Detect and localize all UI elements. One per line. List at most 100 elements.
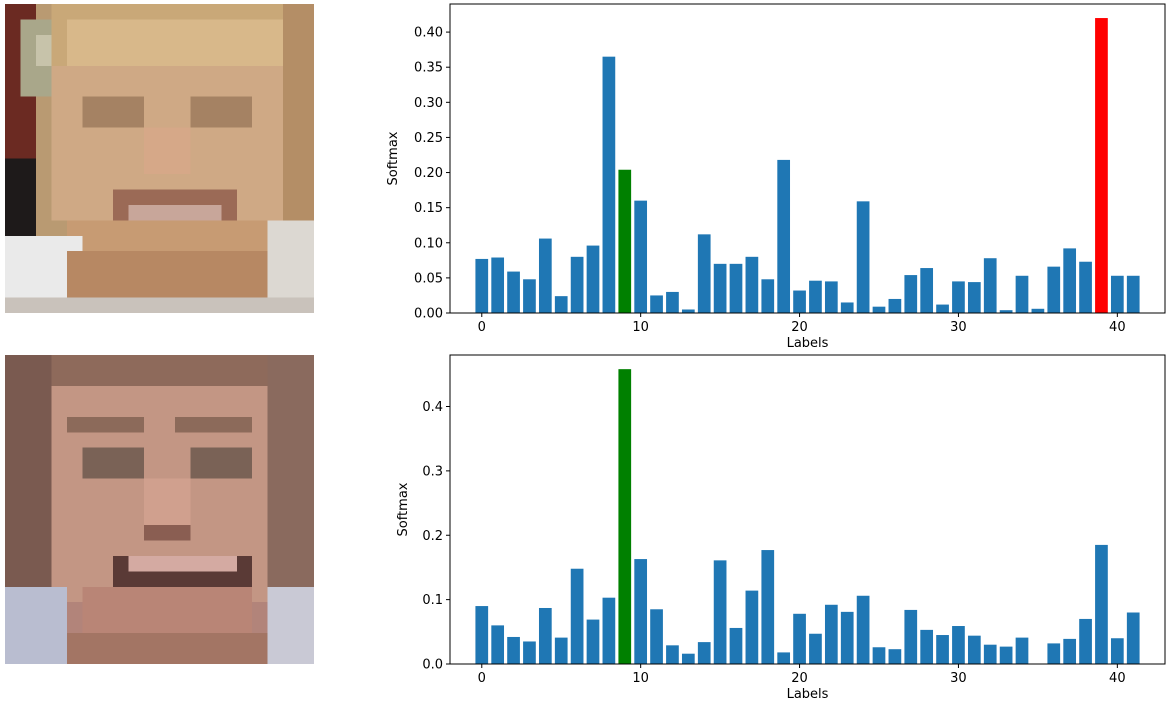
chart-2-ytick-label-2: 0.2 (422, 529, 443, 544)
chart-2-bar-32 (983, 644, 997, 664)
chart-1-bar-8 (602, 56, 616, 314)
chart-2-bar-39 (1095, 544, 1108, 664)
chart-1-ytick-label-4: 0.20 (414, 166, 443, 181)
chart-1-bar-25 (872, 306, 886, 313)
chart-2-bar-13 (681, 653, 695, 664)
chart-2-bar-1 (491, 625, 505, 665)
chart-2-bar-10 (634, 559, 648, 664)
face-image-1 (5, 4, 314, 313)
chart-2-xtick-label-20: 20 (791, 671, 808, 686)
chart-2-bar-11 (650, 609, 663, 664)
chart-1-bar-22 (824, 281, 838, 313)
chart-2-bar-20 (793, 613, 806, 664)
chart-2-bar-4 (538, 607, 552, 664)
chart-1-bar-10 (634, 200, 648, 313)
chart-1-bar-29 (936, 304, 949, 313)
chart-2-bar-29 (936, 635, 949, 664)
chart-1-bar-41 (1126, 275, 1140, 313)
chart-2-bar-22 (824, 604, 838, 664)
chart-1-bar-4 (538, 238, 552, 313)
chart-1-ytick-label-5: 0.25 (414, 131, 443, 146)
chart-2-ytick-label-1: 0.1 (422, 593, 443, 608)
chart-2-bar-17 (745, 590, 759, 664)
chart-1-bar-12 (666, 291, 679, 313)
chart-2-xtick-label-0: 0 (478, 671, 486, 686)
chart-2-bar-30 (952, 626, 965, 664)
chart-2-bar-18 (761, 550, 775, 664)
chart-1-ytick-label-3: 0.15 (414, 201, 443, 216)
chart-1-frame (449, 3, 1166, 314)
chart-2-bar-41 (1126, 612, 1140, 664)
chart-2-bar-24 (856, 595, 870, 664)
chart-2-bar-7 (586, 619, 600, 664)
chart-2-ytick-label-0: 0.0 (422, 658, 443, 673)
chart-1-xtick-label-0: 0 (478, 320, 486, 335)
chart-1-xtick-label-30: 30 (950, 320, 967, 335)
chart-1-ytick-label-7: 0.35 (414, 61, 443, 76)
chart-1-bar-16 (729, 263, 743, 313)
chart-2-xtick-label-40: 40 (1109, 671, 1126, 686)
chart-1-xtick-label-20: 20 (791, 320, 808, 335)
chart-1-bar-18 (761, 279, 775, 313)
chart-2-xlabel: Labels (787, 687, 829, 702)
chart-1-bar-37 (1063, 248, 1077, 313)
chart-1-bar-30 (952, 281, 965, 313)
chart-1-bar-1 (491, 257, 505, 313)
chart-1-bar-5 (554, 296, 568, 313)
chart-1-bar-31 (967, 282, 981, 313)
chart-2-bar-33 (999, 646, 1013, 664)
chart-2-bar-38 (1079, 618, 1092, 664)
chart-2-bar-37 (1063, 638, 1077, 664)
chart-1-bar-20 (793, 290, 806, 313)
chart-1-ytick-label-8: 0.40 (414, 26, 443, 41)
chart-2-bar-19 (777, 652, 791, 664)
chart-2-bar-28 (920, 629, 934, 664)
chart-1-bar-13 (681, 309, 695, 313)
chart-2-bar-34 (1015, 637, 1029, 664)
softmax-chart-1: 0 10 20 30 40 0.00 0.05 0.10 0.15 0.20 0.25 0.30 0.3… (386, 3, 1166, 351)
chart-2-bar-36 (1047, 643, 1061, 664)
chart-1-bar-40 (1110, 275, 1124, 313)
chart-2-frame (449, 354, 1166, 665)
chart-2-xtick-label-30: 30 (950, 671, 967, 686)
chart-1-bar-21 (809, 280, 822, 313)
chart-1-bar-32 (983, 258, 997, 313)
chart-1-bar-15 (713, 263, 727, 313)
face-image-2 (5, 355, 314, 664)
chart-1-bar-9 (618, 169, 632, 313)
chart-1-xtick-label-40: 40 (1109, 320, 1126, 335)
chart-2-bar-26 (888, 649, 902, 664)
chart-1-xtick-label-10: 10 (632, 320, 649, 335)
chart-2-bar-21 (809, 633, 822, 664)
chart-1-bar-14 (697, 234, 711, 313)
chart-2-bar-14 (697, 642, 711, 664)
chart-1-ylabel: Softmax (386, 131, 401, 185)
chart-1-bar-11 (650, 295, 663, 313)
chart-2-bar-15 (713, 560, 727, 664)
chart-2-bar-9 (618, 369, 632, 664)
chart-1-bar-26 (888, 298, 902, 313)
chart-2-bar-2 (507, 636, 520, 664)
chart-2-bar-27 (904, 609, 918, 664)
chart-1-ytick-label-6: 0.30 (414, 96, 443, 111)
chart-1-bar-36 (1047, 266, 1061, 313)
chart-1-bar-38 (1079, 261, 1092, 313)
chart-1-bar-0 (475, 258, 489, 313)
chart-1-bar-23 (840, 302, 854, 313)
chart-2-bar-31 (967, 635, 981, 664)
chart-2-ytick-label-3: 0.3 (422, 464, 443, 479)
chart-2-bar-0 (475, 606, 489, 664)
chart-1-bar-34 (1015, 275, 1029, 313)
softmax-chart-2: 0 10 20 30 40 0.0 0.1 0.2 0.3 0.4 Labels Softmax (396, 354, 1166, 702)
chart-2-bar-6 (570, 568, 584, 664)
chart-2-bar-23 (840, 611, 854, 664)
chart-1-xlabel: Labels (787, 336, 829, 351)
chart-1-bar-33 (999, 310, 1013, 313)
chart-2-xtick-label-10: 10 (632, 671, 649, 686)
chart-1-bar-39 (1095, 18, 1108, 314)
chart-2-ylabel: Softmax (396, 482, 411, 536)
chart-1-bar-24 (856, 201, 870, 313)
chart-2-bar-25 (872, 647, 886, 664)
chart-1-bar-2 (507, 271, 520, 313)
